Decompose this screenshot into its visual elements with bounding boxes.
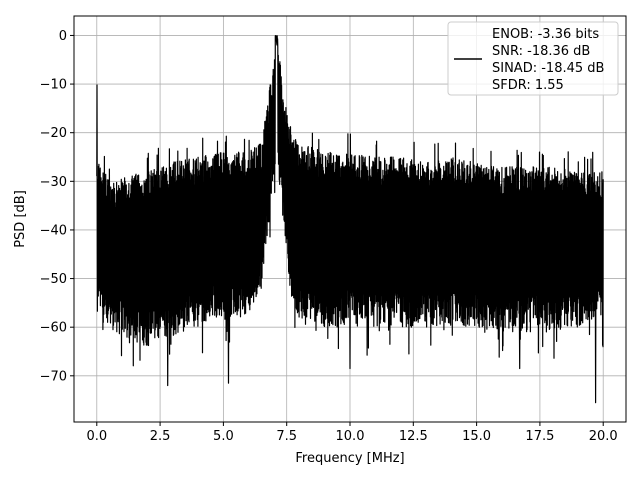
x-tick-label: 2.5 [150,429,171,444]
data-layer [96,35,604,404]
x-tick-label: 7.5 [276,429,297,444]
legend-snr: SNR: -18.36 dB [492,44,590,59]
y-tick-label: −60 [40,321,67,336]
y-axis-label: PSD [dB] [13,190,28,248]
y-tick-label: −30 [40,175,67,190]
y-tick-label: −50 [40,272,67,287]
y-axis-ticks: 0 −10 −20 −30 −40 −50 −60 −70 [40,29,74,384]
x-tick-label: 15.0 [462,429,491,444]
x-axis-label: Frequency [MHz] [295,451,404,466]
x-tick-label: 5.0 [213,429,234,444]
x-tick-label: 10.0 [336,429,365,444]
x-tick-label: 20.0 [589,429,618,444]
x-tick-label: 0.0 [86,429,107,444]
legend-sinad: SINAD: -18.45 dB [492,61,604,76]
legend-label: ENOB: -3.36 bits SNR: -18.36 dB SINAD: -… [492,27,609,93]
y-tick-label: −70 [40,369,67,384]
y-tick-label: 0 [59,29,67,44]
legend-sfdr: SFDR: 1.55 [492,78,564,93]
legend: ENOB: -3.36 bits SNR: -18.36 dB SINAD: -… [447,21,619,96]
y-tick-label: −40 [40,223,67,238]
legend-enob: ENOB: -3.36 bits [492,27,599,42]
psd-series-line [96,35,604,404]
x-axis-ticks: 0.0 2.5 5.0 7.5 10.0 12.5 15.0 17.5 20.0 [86,422,618,444]
x-tick-label: 12.5 [399,429,428,444]
y-tick-label: −10 [40,78,67,93]
x-tick-label: 17.5 [525,429,554,444]
legend-box [447,21,619,96]
y-tick-label: −20 [40,126,67,141]
